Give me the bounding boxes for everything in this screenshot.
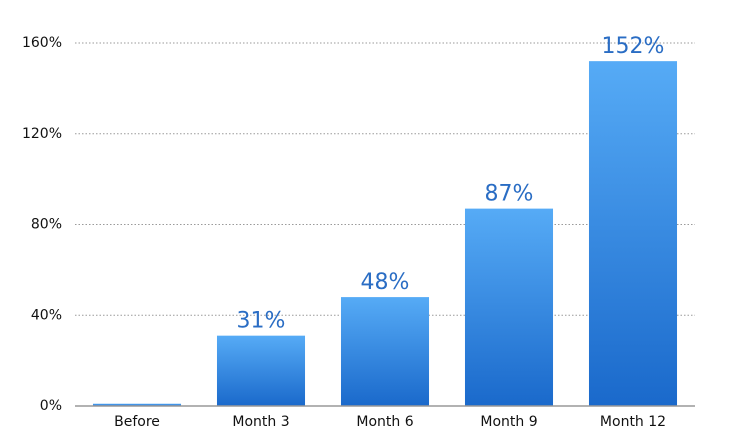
y-tick-label: 80%: [31, 217, 62, 233]
value-label: 87%: [485, 182, 534, 207]
bar: [216, 335, 306, 406]
bar: [340, 297, 430, 406]
y-tick-label: 0%: [40, 398, 62, 414]
x-tick-label: Month 12: [600, 414, 666, 430]
x-tick-label: Month 9: [480, 414, 537, 430]
bar: [464, 208, 554, 406]
value-label: 48%: [361, 270, 410, 295]
x-tick-label: Month 3: [232, 414, 289, 430]
y-tick-label: 40%: [31, 307, 62, 323]
bar: [588, 61, 678, 407]
bar: [92, 403, 182, 406]
y-tick-label: 160%: [22, 35, 62, 51]
x-tick-label: Month 6: [356, 414, 413, 430]
value-label: 31%: [237, 309, 286, 334]
x-tick-label: Before: [114, 414, 160, 430]
value-label: 152%: [602, 34, 665, 59]
y-tick-label: 120%: [22, 126, 62, 142]
